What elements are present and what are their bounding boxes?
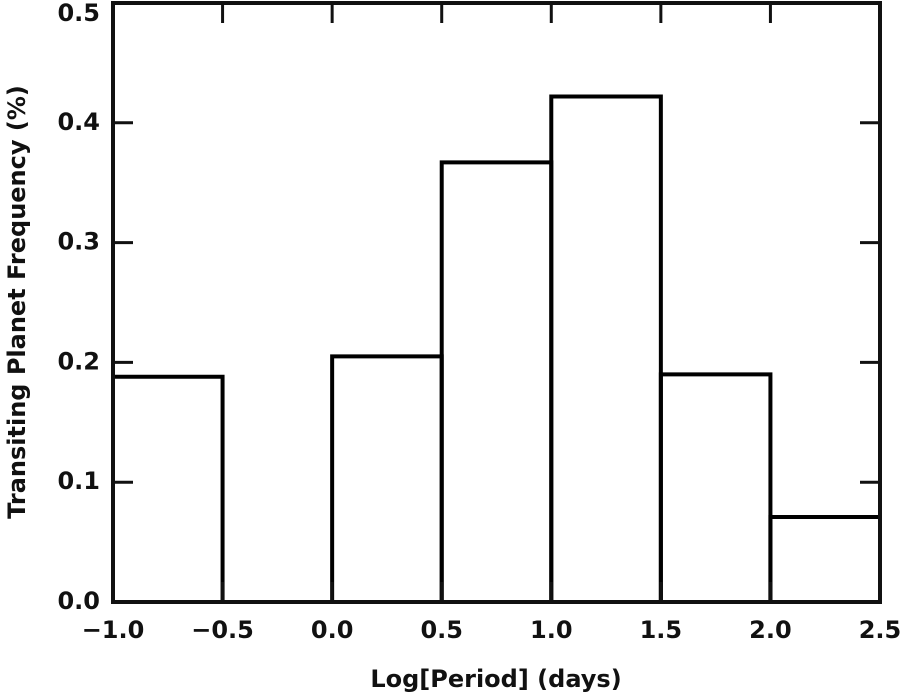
histogram-bar [658,372,773,602]
plot-frame [111,1,882,604]
y-tick-label: 0.1 [57,467,100,495]
x-axis-label: Log[Period] (days) [370,665,621,693]
y-tick-label: 0.4 [57,108,100,136]
x-tick-label: −1.0 [82,616,145,644]
y-tick-label: 0.0 [57,587,100,615]
histogram-bar [111,374,225,602]
y-axis-label: Transiting Planet Frequency (%) [3,85,31,519]
histogram-bar [439,160,554,602]
histogram-bar [768,514,882,602]
y-tick-label: 0.2 [57,347,100,375]
x-tick-label: 2.0 [749,616,792,644]
histogram-bar [330,354,444,602]
x-tick-label: 2.5 [859,616,900,644]
x-tick-label: −0.5 [191,616,254,644]
x-tick-label: 1.5 [640,616,683,644]
y-tick-label: 0.3 [57,228,100,256]
x-tick-label: 1.0 [530,616,573,644]
x-tick-label: 0.0 [311,616,354,644]
histogram-bar [549,94,663,602]
x-tick-label: 0.5 [420,616,463,644]
y-tick-label: 0.5 [57,0,100,27]
